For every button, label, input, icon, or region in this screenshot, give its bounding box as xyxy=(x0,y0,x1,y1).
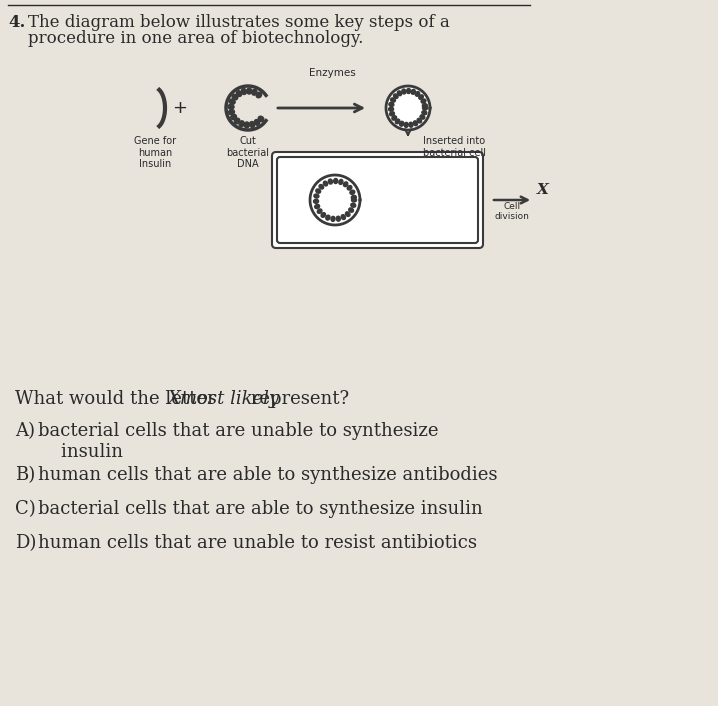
Ellipse shape xyxy=(230,114,236,119)
Ellipse shape xyxy=(415,92,420,96)
Circle shape xyxy=(310,175,360,225)
FancyBboxPatch shape xyxy=(272,152,483,248)
Ellipse shape xyxy=(392,116,396,120)
Ellipse shape xyxy=(388,107,393,111)
FancyBboxPatch shape xyxy=(277,157,478,243)
Ellipse shape xyxy=(232,95,238,100)
Ellipse shape xyxy=(339,179,343,184)
Ellipse shape xyxy=(420,115,425,119)
Ellipse shape xyxy=(236,90,242,97)
Ellipse shape xyxy=(321,213,325,217)
Text: +: + xyxy=(172,99,187,117)
Ellipse shape xyxy=(406,88,411,93)
Ellipse shape xyxy=(326,215,330,220)
Circle shape xyxy=(386,86,430,130)
Ellipse shape xyxy=(316,189,321,193)
Ellipse shape xyxy=(399,121,404,126)
Ellipse shape xyxy=(404,122,409,127)
Ellipse shape xyxy=(250,121,255,128)
Ellipse shape xyxy=(349,208,353,213)
Ellipse shape xyxy=(319,184,324,189)
Ellipse shape xyxy=(314,199,319,203)
Text: What would the letter: What would the letter xyxy=(15,390,221,408)
Text: A): A) xyxy=(15,422,35,440)
Ellipse shape xyxy=(343,182,348,186)
Text: The diagram below illustrates some key steps of a: The diagram below illustrates some key s… xyxy=(28,14,449,31)
Ellipse shape xyxy=(345,212,350,217)
Ellipse shape xyxy=(352,198,357,202)
Text: bacterial cells that are unable to synthesize
    insulin: bacterial cells that are unable to synth… xyxy=(38,422,439,461)
Ellipse shape xyxy=(331,217,335,222)
Ellipse shape xyxy=(258,116,264,121)
Ellipse shape xyxy=(422,106,427,110)
Ellipse shape xyxy=(244,122,249,128)
Text: 4.: 4. xyxy=(8,14,25,31)
Text: D): D) xyxy=(15,534,37,552)
Ellipse shape xyxy=(414,121,418,126)
Ellipse shape xyxy=(389,102,394,107)
Text: procedure in one area of biotechnology.: procedure in one area of biotechnology. xyxy=(28,30,363,47)
Ellipse shape xyxy=(234,118,240,124)
Ellipse shape xyxy=(419,95,424,100)
Ellipse shape xyxy=(252,89,257,95)
Ellipse shape xyxy=(328,179,332,184)
Ellipse shape xyxy=(393,94,398,98)
Ellipse shape xyxy=(314,205,320,208)
Ellipse shape xyxy=(254,119,260,125)
Ellipse shape xyxy=(417,119,421,123)
Text: Gene for
human
Insulin: Gene for human Insulin xyxy=(134,136,176,169)
Ellipse shape xyxy=(411,90,415,95)
Text: Inserted into
bacterial cell: Inserted into bacterial cell xyxy=(423,136,486,157)
Ellipse shape xyxy=(397,91,401,95)
Ellipse shape xyxy=(421,99,426,103)
Ellipse shape xyxy=(396,119,400,124)
Text: C): C) xyxy=(15,500,36,518)
Text: Xmost likely: Xmost likely xyxy=(167,390,279,408)
Text: Enzymes: Enzymes xyxy=(309,68,355,78)
Ellipse shape xyxy=(256,92,261,98)
Ellipse shape xyxy=(314,194,319,198)
Ellipse shape xyxy=(228,104,234,109)
Ellipse shape xyxy=(422,104,427,107)
Ellipse shape xyxy=(228,109,235,114)
Ellipse shape xyxy=(241,88,246,95)
Ellipse shape xyxy=(351,196,356,199)
Ellipse shape xyxy=(402,89,406,94)
Text: B): B) xyxy=(15,466,35,484)
Ellipse shape xyxy=(323,181,327,186)
Ellipse shape xyxy=(390,112,394,116)
Ellipse shape xyxy=(350,190,355,194)
Text: Cut
bacterial
DNA: Cut bacterial DNA xyxy=(226,136,269,169)
Ellipse shape xyxy=(317,209,322,213)
Ellipse shape xyxy=(239,121,244,126)
Ellipse shape xyxy=(391,98,396,102)
Ellipse shape xyxy=(409,122,413,127)
Ellipse shape xyxy=(334,179,337,184)
Text: Cell
division: Cell division xyxy=(495,202,529,222)
Ellipse shape xyxy=(351,203,355,208)
Text: human cells that are unable to resist antibiotics: human cells that are unable to resist an… xyxy=(38,534,477,552)
Text: represent?: represent? xyxy=(245,390,349,408)
Ellipse shape xyxy=(229,99,236,104)
Ellipse shape xyxy=(341,215,345,220)
Text: human cells that are able to synthesize antibodies: human cells that are able to synthesize … xyxy=(38,466,498,484)
Ellipse shape xyxy=(422,111,426,115)
Ellipse shape xyxy=(336,216,340,221)
Ellipse shape xyxy=(348,186,352,190)
Ellipse shape xyxy=(247,88,252,94)
Text: bacterial cells that are able to synthesize insulin: bacterial cells that are able to synthes… xyxy=(38,500,482,518)
Text: X: X xyxy=(537,183,549,197)
